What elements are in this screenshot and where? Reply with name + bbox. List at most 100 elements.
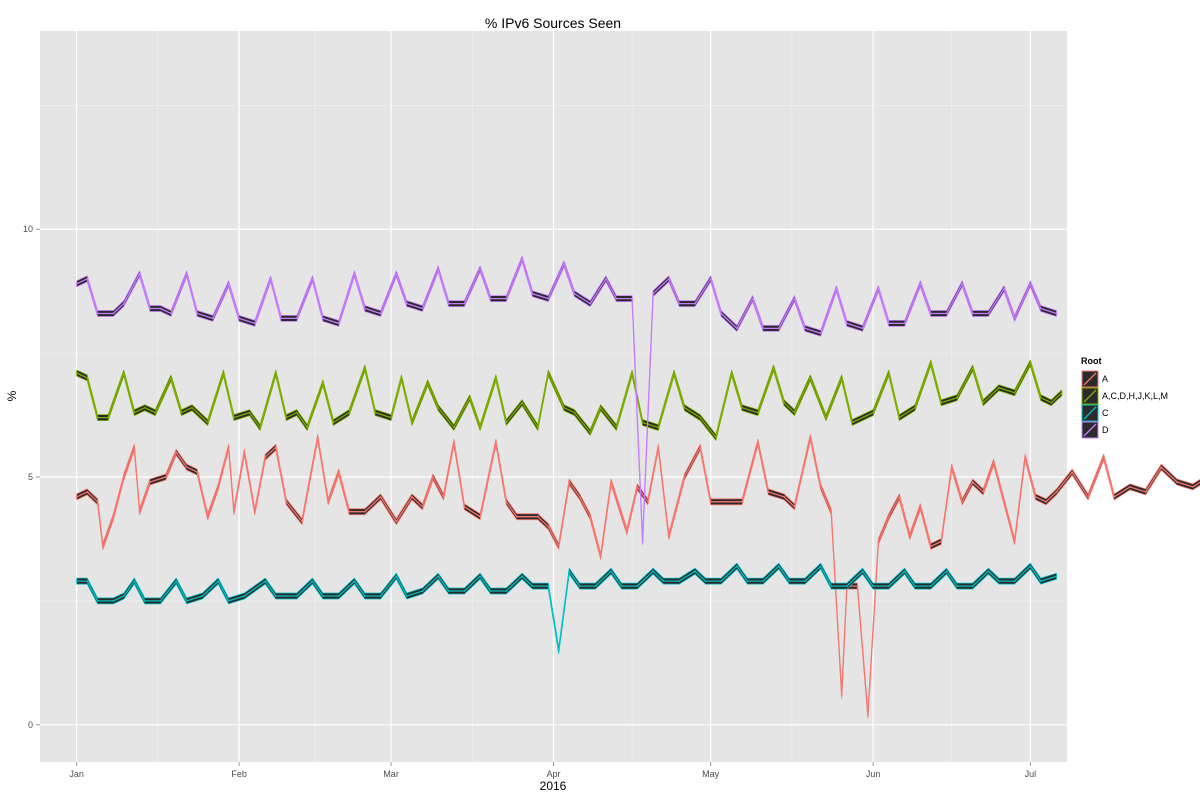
data-point <box>1113 496 1116 498</box>
x-tick-label: Jun <box>866 769 881 779</box>
data-point <box>1039 580 1042 582</box>
data-point <box>505 297 508 300</box>
data-point <box>311 580 314 582</box>
data-point <box>332 421 335 424</box>
data-point <box>903 322 906 325</box>
data-point <box>835 287 838 290</box>
data-point <box>1160 466 1163 468</box>
data-point <box>217 580 220 582</box>
data-point <box>657 446 660 449</box>
data-point <box>599 406 602 409</box>
data-point <box>636 585 639 587</box>
data-point <box>311 277 314 280</box>
y-axis-title: % <box>5 390 19 401</box>
data-point <box>122 595 125 597</box>
data-point <box>75 496 78 498</box>
data-point <box>243 595 246 597</box>
legend-title: Root <box>1081 356 1102 366</box>
series-layer <box>75 255 1200 719</box>
legend-swatch-line <box>1083 423 1097 437</box>
data-point <box>447 302 450 305</box>
data-point <box>971 367 974 369</box>
legend-key: A,C,D,H,J,K,L,M <box>1081 387 1168 405</box>
data-point <box>568 570 571 573</box>
data-point <box>421 505 424 508</box>
data-point <box>563 263 565 265</box>
data-point <box>442 496 445 498</box>
data-point <box>495 441 497 444</box>
data-point <box>804 580 806 582</box>
data-point <box>971 312 974 315</box>
data-point <box>468 396 471 399</box>
data-point <box>998 386 1000 389</box>
data-point <box>987 312 990 315</box>
data-point <box>573 411 576 414</box>
data-point <box>851 421 854 424</box>
data-point <box>1050 401 1053 404</box>
data-point <box>610 570 612 573</box>
data-point <box>840 377 843 379</box>
data-point <box>1144 491 1147 493</box>
data-point <box>887 322 890 325</box>
data-point <box>86 580 89 582</box>
data-point <box>646 500 649 503</box>
x-tick-label: Mar <box>383 769 399 779</box>
data-point <box>547 372 550 374</box>
data-point <box>536 426 539 429</box>
data-point <box>164 476 167 478</box>
data-point <box>143 600 146 602</box>
data-point <box>191 406 193 409</box>
data-point <box>641 540 644 543</box>
data-point <box>175 451 178 454</box>
data-point <box>1055 312 1058 315</box>
data-point <box>725 500 728 503</box>
y-tick-label: 0 <box>28 720 33 730</box>
data-point <box>1013 391 1016 394</box>
data-point <box>819 565 822 568</box>
data-point <box>337 595 340 597</box>
data-point <box>364 307 366 310</box>
data-point <box>1176 481 1178 483</box>
data-point <box>589 515 592 518</box>
data-point <box>154 411 157 414</box>
data-point <box>238 317 241 320</box>
data-point <box>447 590 450 592</box>
data-point <box>217 486 220 488</box>
data-point <box>295 317 298 320</box>
data-point <box>1055 491 1058 493</box>
data-point <box>521 258 523 260</box>
data-point <box>400 377 403 379</box>
data-point <box>683 406 686 409</box>
data-point <box>463 505 466 508</box>
data-point <box>348 411 350 414</box>
data-point <box>667 277 670 280</box>
data-point <box>96 312 99 315</box>
data-point <box>521 575 523 578</box>
data-point <box>846 322 848 325</box>
data-point <box>505 500 508 503</box>
data-point <box>720 580 723 582</box>
data-point <box>620 585 623 587</box>
data-point <box>678 302 681 305</box>
data-point <box>998 580 1000 582</box>
data-point <box>1029 362 1032 364</box>
data-point <box>122 302 125 305</box>
data-point <box>793 297 796 300</box>
data-point <box>463 590 466 592</box>
data-point <box>877 540 880 543</box>
data-point <box>783 496 785 498</box>
data-point <box>96 416 99 419</box>
data-point <box>264 580 267 582</box>
data-point <box>138 510 141 513</box>
y-tick-label: 10 <box>23 224 33 234</box>
data-point <box>867 714 869 716</box>
data-point <box>830 585 833 587</box>
data-point <box>777 565 780 568</box>
data-point <box>950 466 953 468</box>
data-point <box>515 515 518 518</box>
data-point <box>437 575 440 578</box>
data-point <box>1129 486 1131 488</box>
data-point <box>631 297 633 300</box>
legend-key: A <box>1081 370 1108 388</box>
